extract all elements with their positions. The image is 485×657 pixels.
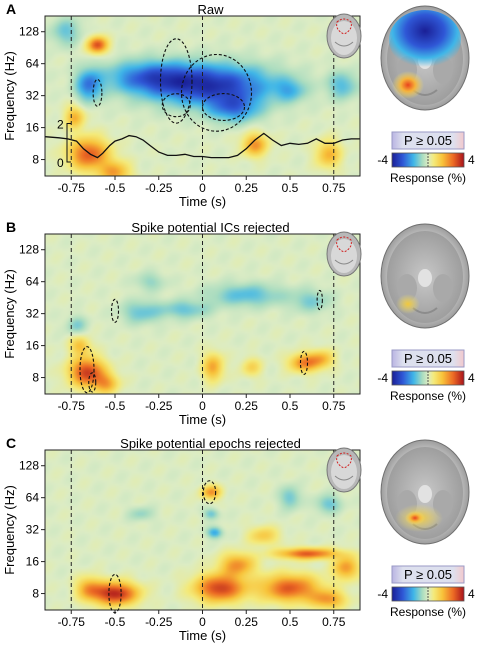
y-tick-label: 8 <box>32 587 39 601</box>
colorbar-min-label: -4 <box>377 153 388 167</box>
p-value-box <box>391 565 465 584</box>
x-tick-label: -0.5 <box>105 399 126 413</box>
y-tick-label: 16 <box>26 339 40 353</box>
y-tick-label: 16 <box>26 121 40 135</box>
overlay-trace <box>44 132 360 159</box>
colorbar-title: Response (%) <box>390 389 466 403</box>
x-tick-label: -0.25 <box>145 181 173 195</box>
brain-axial-image <box>380 5 470 111</box>
significance-contour <box>110 298 120 323</box>
colorbar-max-label: 4 <box>468 153 475 167</box>
significance-contour <box>161 93 191 118</box>
panel-title: Spike potential ICs rejected <box>131 220 289 235</box>
x-tick-label: 0.75 <box>322 399 346 413</box>
trace-scale-bottom: 0 <box>57 156 64 170</box>
head-inset-icon <box>326 13 362 59</box>
panel-letter: B <box>6 219 16 235</box>
y-tick-label: 8 <box>32 153 39 167</box>
significance-contour <box>316 289 323 311</box>
panel-letter: C <box>6 435 16 451</box>
x-tick-label: 0 <box>199 615 206 629</box>
trace-scale-top: 2 <box>57 118 64 132</box>
significance-contour <box>88 372 97 393</box>
significance-contour <box>79 346 95 394</box>
x-tick-label: -0.25 <box>145 399 173 413</box>
x-tick-label: -0.75 <box>58 181 86 195</box>
panel-a: A Raw 2 0 -0.75 -0.5 -0.25 0 0.25 0.5 0.75 Time (s)… <box>2 1 475 209</box>
p-value-box <box>391 349 465 368</box>
panel-c: C Spike potential epochs rejected -0.75 -0.… <box>2 435 475 643</box>
x-axis-label: Time (s) <box>179 194 226 209</box>
head-inset-icon <box>326 447 362 493</box>
x-tick-label: 0.5 <box>282 399 299 413</box>
x-tick-label: 0.5 <box>282 615 299 629</box>
significance-contour <box>201 93 246 121</box>
significance-contour <box>159 38 193 124</box>
head-inset-icon <box>326 231 362 277</box>
x-tick-label: -0.25 <box>145 615 173 629</box>
panel-letter: A <box>6 1 16 17</box>
y-tick-label: 32 <box>26 523 40 537</box>
significance-contour <box>299 350 309 375</box>
x-tick-label: 0.25 <box>235 181 259 195</box>
significance-contour <box>180 53 253 132</box>
brain-axial-image <box>380 439 470 545</box>
y-axis-label: Frequency (Hz) <box>2 269 17 359</box>
x-tick-label: 0.25 <box>235 615 259 629</box>
colorbar-max-label: 4 <box>468 371 475 385</box>
panel-b: B Spike potential ICs rejected -0.75 -0.5 -0… <box>2 219 475 427</box>
colorbar-min-label: -4 <box>377 371 388 385</box>
x-tick-label: -0.5 <box>105 615 126 629</box>
p-value-label: P ≥ 0.05 <box>404 567 452 582</box>
panel-title: Raw <box>197 2 224 17</box>
y-tick-label: 128 <box>19 243 39 257</box>
y-tick-label: 128 <box>19 25 39 39</box>
y-axis-label: Frequency (Hz) <box>2 485 17 575</box>
x-axis-label: Time (s) <box>179 628 226 643</box>
x-tick-label: -0.75 <box>58 615 86 629</box>
x-tick-label: 0 <box>199 399 206 413</box>
y-tick-label: 8 <box>32 371 39 385</box>
panel-title: Spike potential epochs rejected <box>120 436 301 451</box>
trace-scale-bar <box>66 123 71 163</box>
y-tick-label: 32 <box>26 307 40 321</box>
y-tick-label: 64 <box>26 491 40 505</box>
colorbar-max-label: 4 <box>468 587 475 601</box>
colorbar-min-label: -4 <box>377 587 388 601</box>
p-value-box <box>391 131 465 150</box>
x-tick-label: 0 <box>199 181 206 195</box>
y-tick-label: 64 <box>26 275 40 289</box>
y-tick-label: 32 <box>26 89 40 103</box>
x-tick-label: 0.75 <box>322 181 346 195</box>
p-value-label: P ≥ 0.05 <box>404 133 452 148</box>
y-tick-label: 128 <box>19 459 39 473</box>
x-tick-label: 0.5 <box>282 181 299 195</box>
significance-contour <box>202 480 217 505</box>
p-value-label: P ≥ 0.05 <box>404 351 452 366</box>
y-axis-label: Frequency (Hz) <box>2 51 17 141</box>
colorbar-title: Response (%) <box>390 171 466 185</box>
colorbar-title: Response (%) <box>390 605 466 619</box>
brain-axial-image <box>380 223 470 329</box>
x-tick-label: -0.75 <box>58 399 86 413</box>
x-tick-label: 0.75 <box>322 615 346 629</box>
y-tick-label: 64 <box>26 57 40 71</box>
y-tick-label: 16 <box>26 555 40 569</box>
x-tick-label: -0.5 <box>105 181 126 195</box>
x-axis-label: Time (s) <box>179 412 226 427</box>
x-tick-label: 0.25 <box>235 399 259 413</box>
